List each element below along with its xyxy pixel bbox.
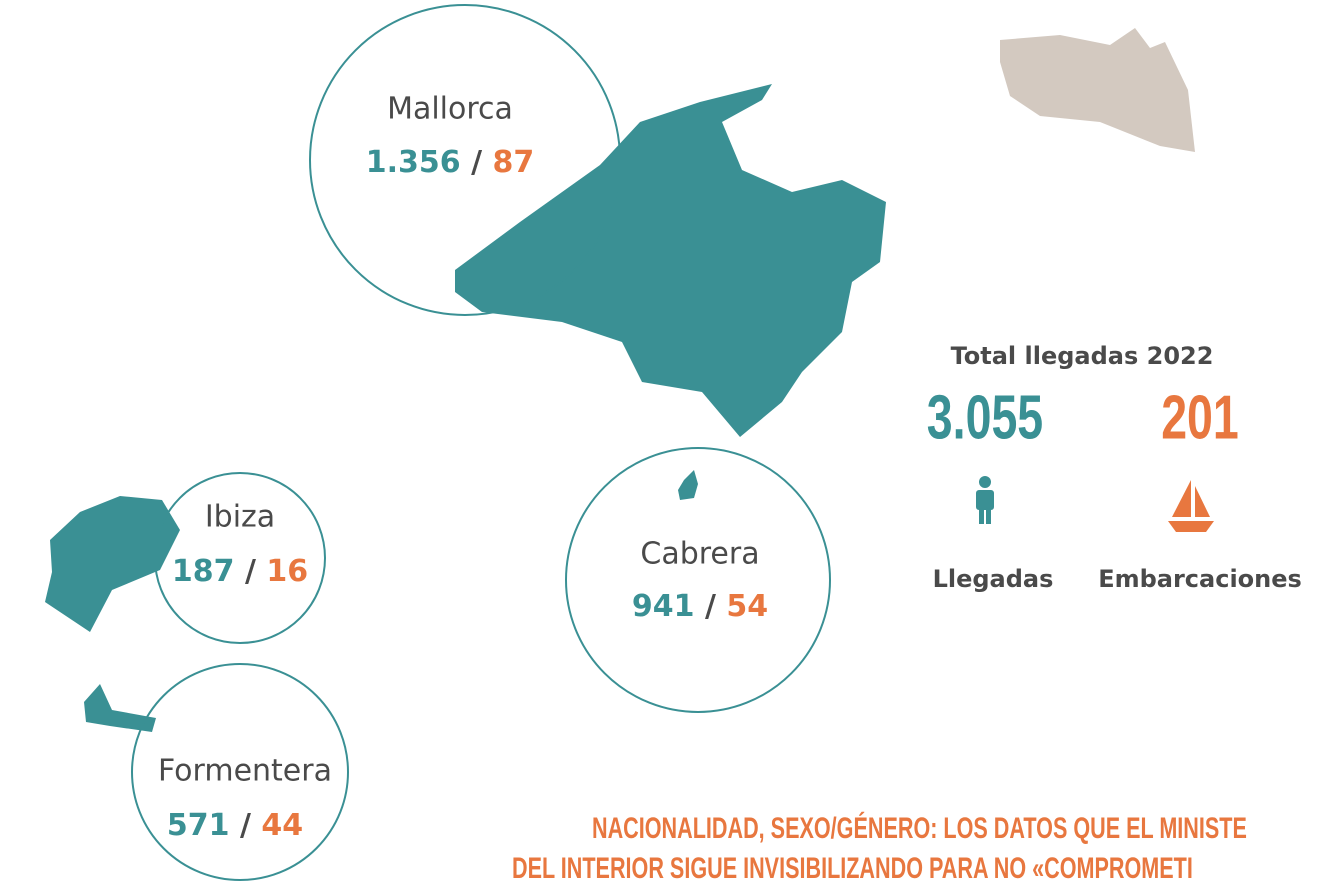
boats: 44 (261, 808, 303, 843)
separator: / (705, 589, 716, 624)
arrivals: 941 (632, 589, 695, 624)
boats: 87 (493, 145, 535, 180)
mallorca-circle (309, 4, 621, 316)
island-name: Mallorca (387, 92, 513, 127)
separator: / (245, 554, 256, 589)
total-title: Total llegadas 2022 (951, 342, 1214, 370)
island-name: Ibiza (205, 500, 275, 535)
separator: / (471, 145, 482, 180)
boats: 54 (726, 589, 768, 624)
formentera-shape (84, 684, 156, 732)
island-figures: 1.356 / 87 (366, 145, 535, 180)
ibiza-circle (154, 472, 326, 644)
island-name: Formentera (158, 754, 332, 789)
separator: / (240, 808, 251, 843)
headline-line: DEL INTERIOR SIGUE INVISIBILIZANDO PARA … (512, 850, 1193, 884)
island-figures: 187 / 16 (172, 554, 308, 589)
menorca-shape (1000, 28, 1195, 152)
total-boats: 201 (1161, 382, 1239, 452)
headline-line: NACIONALIDAD, SEXO/GÉNERO: LOS DATOS QUE… (592, 810, 1247, 844)
person-icon (976, 476, 994, 524)
arrivals-label: Llegadas (933, 565, 1054, 593)
arrivals: 187 (172, 554, 235, 589)
island-figures: 941 / 54 (632, 589, 768, 624)
island-figures: 571 / 44 (167, 808, 303, 843)
formentera-circle (131, 663, 349, 881)
mallorca-shape (455, 84, 886, 437)
total-arrivals: 3.055 (927, 382, 1043, 452)
boat-icon (1168, 480, 1214, 532)
arrivals: 571 (167, 808, 230, 843)
cabrera-circle (565, 447, 831, 713)
cabrera-shape (678, 470, 698, 500)
arrivals: 1.356 (366, 145, 461, 180)
ibiza-shape (45, 496, 180, 632)
island-name: Cabrera (640, 537, 759, 572)
boats-label: Embarcaciones (1098, 565, 1302, 593)
boats: 16 (266, 554, 308, 589)
